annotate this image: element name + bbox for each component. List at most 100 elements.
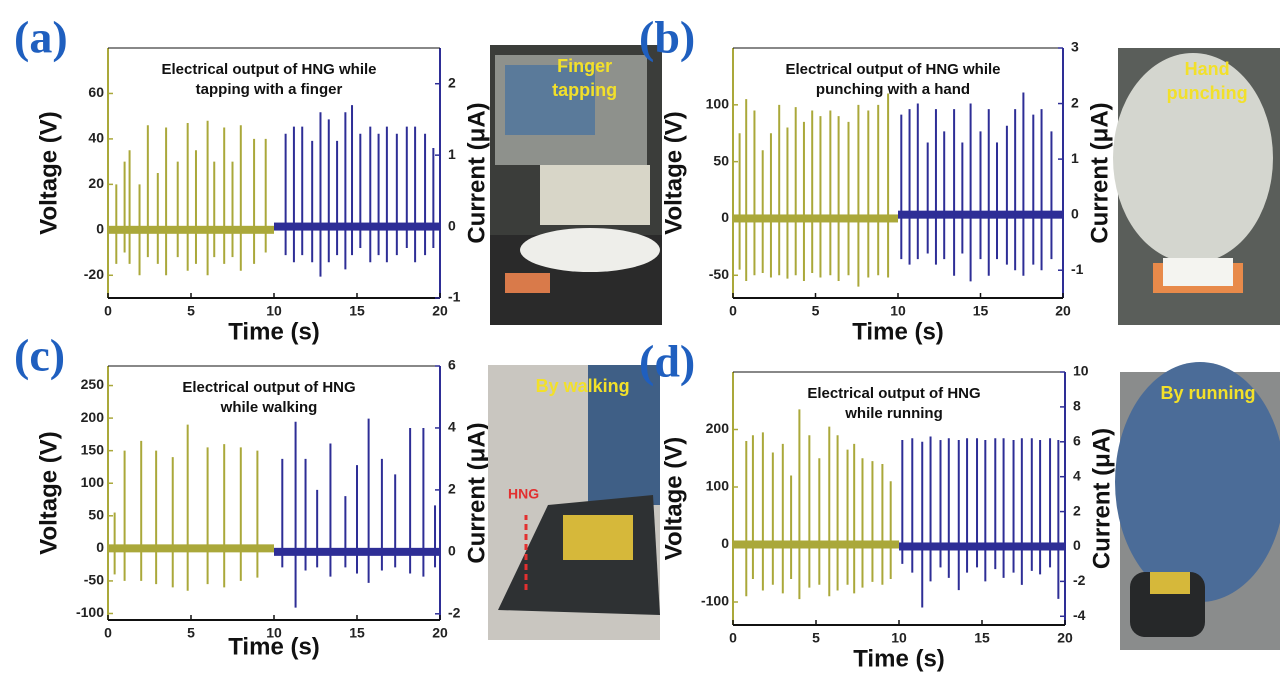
y2-tick-label: -1	[1071, 261, 1084, 277]
panel: 0 5 10 15 20 -20 0 20 40 60 -1 0 1 2 Time (s) Voltage (…	[14, 12, 662, 345]
x-tick-label: 10	[266, 303, 282, 319]
y-tick-label: 60	[88, 84, 104, 100]
y-tick-label: 0	[96, 221, 104, 237]
y-tick-label: 50	[713, 152, 729, 168]
photo-caption: punching	[1167, 83, 1248, 103]
jeans	[588, 365, 660, 505]
y2-tick-label: 10	[1073, 363, 1089, 379]
jeans	[1115, 362, 1280, 602]
x-tick-label: 15	[973, 303, 989, 319]
noise-baseline	[274, 222, 440, 231]
y-axis-label: Voltage (V)	[660, 437, 687, 561]
y-tick-label: 40	[88, 130, 104, 146]
y-tick-label: -20	[84, 266, 104, 282]
y-tick-label: 250	[81, 376, 105, 392]
y2-tick-label: 6	[1073, 432, 1081, 448]
y2-tick-label: 0	[448, 217, 456, 233]
instrument	[540, 165, 650, 225]
y-tick-label: 100	[81, 474, 105, 490]
x-tick-label: 5	[812, 630, 820, 646]
y2-tick-label: 2	[1073, 502, 1081, 518]
photo-caption: Hand	[1185, 59, 1230, 79]
y-tick-label: 200	[81, 409, 105, 425]
x-tick-label: 15	[349, 625, 365, 641]
panel: 0 5 10 15 20 -50 0 50 100 -1 0 1 2 3 Time (s) Voltage (…	[639, 12, 1280, 345]
y2-tick-label: 0	[448, 543, 456, 559]
noise-baseline	[733, 214, 898, 223]
photo-caption: tapping	[552, 80, 617, 100]
chart-title: Electrical output of HNG while	[161, 61, 376, 78]
noise-baseline	[108, 544, 274, 553]
y2-axis-label: Current (μA)	[1088, 428, 1115, 569]
chart-title: tapping with a finger	[196, 81, 343, 98]
panel-label: (a)	[14, 12, 68, 63]
photo: Hand punching	[1113, 48, 1280, 325]
x-tick-label: 20	[1055, 303, 1071, 319]
panel-label: (d)	[639, 336, 695, 387]
x-tick-label: 15	[974, 630, 990, 646]
x-tick-label: 15	[349, 303, 365, 319]
y2-tick-label: 8	[1073, 398, 1081, 414]
y2-tick-label: 6	[448, 357, 456, 373]
y-tick-label: 0	[96, 539, 104, 555]
chart-title: Electrical output of HNG while	[785, 61, 1000, 78]
y-tick-label: 100	[706, 478, 730, 494]
x-tick-label: 0	[729, 303, 737, 319]
x-tick-label: 10	[890, 303, 906, 319]
device-top	[1163, 258, 1233, 286]
device	[505, 273, 550, 293]
y-tick-label: 0	[721, 209, 729, 225]
photo: By running	[1115, 362, 1280, 650]
x-tick-label: 0	[104, 303, 112, 319]
photo-caption: By walking	[536, 376, 630, 396]
panel-label: (c)	[14, 330, 65, 381]
panel-label: (b)	[639, 12, 695, 63]
y2-tick-label: -4	[1073, 607, 1086, 623]
y-axis-label: Voltage (V)	[35, 111, 62, 235]
y-axis-label: Voltage (V)	[35, 431, 62, 555]
y-tick-label: -50	[84, 572, 104, 588]
y-tick-label: 20	[88, 175, 104, 191]
y2-axis-label: Current (μA)	[1086, 102, 1113, 243]
y2-tick-label: -2	[1073, 572, 1086, 588]
screen	[505, 65, 595, 135]
noise-baseline	[899, 542, 1065, 551]
chart-title: Electrical output of HNG	[807, 385, 980, 402]
noise-baseline	[108, 225, 274, 234]
x-tick-label: 20	[1057, 630, 1073, 646]
y-tick-label: 100	[706, 96, 730, 112]
y-tick-label: -100	[701, 593, 729, 609]
y2-tick-label: 0	[1071, 205, 1079, 221]
y2-tick-label: -2	[448, 605, 461, 621]
y2-tick-label: -1	[448, 289, 461, 305]
glove	[520, 228, 660, 272]
y-tick-label: 50	[88, 506, 104, 522]
sock	[563, 515, 633, 560]
x-tick-label: 10	[266, 625, 282, 641]
x-tick-label: 5	[187, 303, 195, 319]
x-tick-label: 0	[104, 625, 112, 641]
y2-tick-label: 1	[448, 146, 456, 162]
y2-tick-label: 4	[1073, 467, 1081, 483]
chart-title: punching with a hand	[816, 81, 970, 98]
photo-caption: By running	[1161, 383, 1256, 403]
y2-tick-label: 2	[448, 74, 456, 90]
y2-axis-label: Current (μA)	[463, 102, 490, 243]
y2-tick-label: 0	[1073, 537, 1081, 553]
x-tick-label: 5	[187, 625, 195, 641]
photo: Finger tapping	[490, 45, 662, 325]
chart-title: while walking	[220, 399, 318, 416]
y2-tick-label: 2	[1071, 94, 1079, 110]
y2-tick-label: 4	[448, 419, 456, 435]
y2-tick-label: 3	[1071, 39, 1079, 55]
x-axis-label: Time (s)	[228, 318, 320, 345]
y-tick-label: -100	[76, 604, 104, 620]
sock	[1150, 572, 1190, 594]
x-axis-label: Time (s)	[228, 633, 320, 660]
photo: HNG By walking	[488, 365, 660, 640]
y2-tick-label: 1	[1071, 150, 1079, 166]
x-tick-label: 10	[891, 630, 907, 646]
y-tick-label: 200	[706, 420, 730, 436]
